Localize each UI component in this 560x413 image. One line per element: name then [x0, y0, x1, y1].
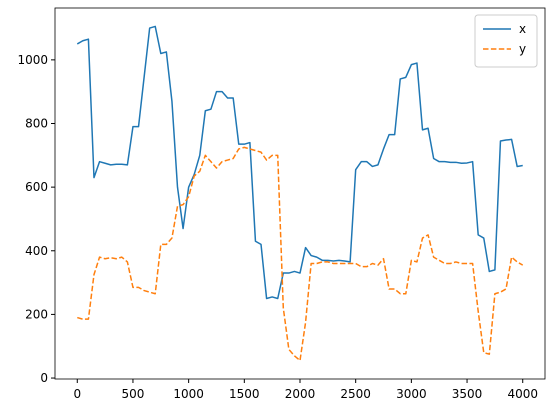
legend-label: y: [519, 42, 526, 56]
y-tick-label: 600: [25, 180, 48, 194]
x-tick-label: 1000: [173, 387, 204, 401]
y-tick-label: 400: [25, 244, 48, 258]
x-tick-label: 3500: [452, 387, 483, 401]
x-tick-label: 2500: [340, 387, 371, 401]
legend-label: x: [519, 22, 526, 36]
plot-frame: [54, 7, 546, 380]
y-tick-label: 800: [25, 117, 48, 131]
x-tick-label: 0: [73, 387, 81, 401]
x-tick-label: 3000: [396, 387, 427, 401]
y-tick-label: 1000: [17, 53, 48, 67]
series-line: [77, 146, 524, 362]
x-tick-label: 4000: [507, 387, 538, 401]
y-tick-label: 200: [25, 307, 48, 321]
series-line: [76, 25, 523, 300]
x-tick-label: 2000: [285, 387, 316, 401]
y-tick-label: 0: [40, 371, 48, 385]
x-tick-label: 1500: [229, 387, 260, 401]
x-tick-label: 500: [122, 387, 145, 401]
legend-box: [474, 14, 538, 68]
